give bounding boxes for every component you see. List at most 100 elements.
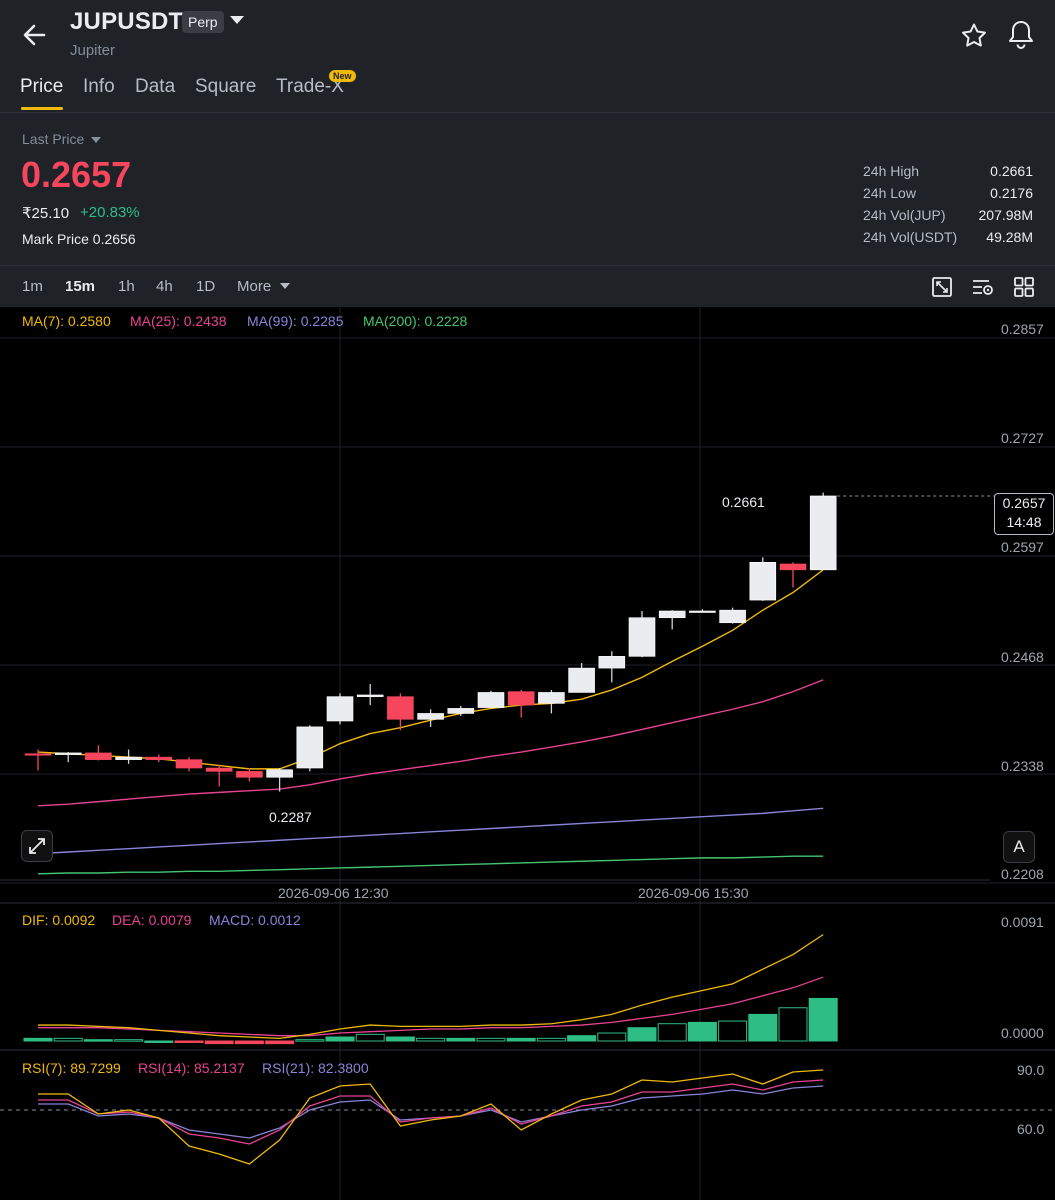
- timeframe-4h[interactable]: 4h: [156, 278, 173, 295]
- timeframe-more[interactable]: More: [237, 278, 272, 295]
- macd-histogram-bar: [295, 1039, 325, 1042]
- dea-value: 0.0079: [148, 912, 192, 928]
- candle: [296, 726, 324, 769]
- ma99-value: 0.2285: [300, 313, 344, 329]
- macd-histogram-bar: [144, 1040, 174, 1043]
- candle: [598, 656, 626, 669]
- macd-histogram-bar: [23, 1037, 53, 1042]
- timeframe-1h[interactable]: 1h: [118, 278, 135, 295]
- ma7-label: MA(7): 0.2580: [22, 313, 111, 329]
- rsi21-name: RSI(21): [262, 1060, 311, 1076]
- stat-label-24h-high: 24h High: [863, 163, 920, 179]
- top-bar: [0, 0, 1055, 112]
- dif-label: DIF: 0.0092: [22, 912, 96, 928]
- macd-histogram-bar: [778, 1007, 808, 1042]
- y-tick: 0.2208: [1001, 866, 1044, 882]
- ma200-label: MA(200): 0.2228: [363, 313, 468, 329]
- stat-value-24h-low: 0.2176: [990, 185, 1033, 201]
- macd-label: MACD: 0.0012: [209, 912, 301, 928]
- macd-histogram-bar: [204, 1040, 234, 1045]
- rsi14-line: [38, 1079, 824, 1145]
- grid-layout-button[interactable]: [1013, 276, 1035, 298]
- y-tick: 0.2857: [1001, 321, 1044, 337]
- candlestick-chart[interactable]: [0, 307, 1055, 1200]
- macd-y-tick: 0.0091: [1001, 914, 1044, 930]
- candle: [356, 694, 384, 697]
- candle: [477, 692, 505, 708]
- tab-info[interactable]: Info: [83, 76, 115, 97]
- candle: [568, 667, 595, 693]
- candle: [175, 759, 203, 769]
- timeframe-1d[interactable]: 1D: [196, 278, 216, 295]
- chevron-down-icon[interactable]: [91, 137, 101, 143]
- ma25-line: [37, 679, 824, 807]
- ma7-value: 0.2580: [67, 313, 111, 329]
- symbol-dropdown-icon[interactable]: [230, 16, 244, 24]
- x-tick: 2026-09-06 12:30: [278, 885, 389, 901]
- back-button[interactable]: [18, 18, 52, 52]
- tab-square[interactable]: Square: [195, 76, 257, 97]
- rsi21-label: RSI(21): 82.3800: [262, 1060, 369, 1076]
- bell-icon: [1009, 21, 1033, 49]
- mark-price-label: Mark Price: [22, 231, 89, 247]
- ma200-value: 0.2228: [424, 313, 468, 329]
- macd-histogram-bar: [808, 997, 838, 1042]
- rsi14-value: 85.2137: [194, 1060, 245, 1076]
- candle: [658, 610, 686, 619]
- stat-value-24h-high: 0.2661: [990, 163, 1033, 179]
- candle: [689, 610, 716, 613]
- rsi21-line: [38, 1085, 824, 1139]
- macd-y-tick: 0.0000: [1001, 1025, 1044, 1041]
- candle: [236, 771, 263, 778]
- candle: [779, 563, 807, 571]
- timeframe-1m[interactable]: 1m: [22, 278, 43, 295]
- timeframe-bar: [0, 266, 1055, 307]
- macd-histogram-bar: [416, 1037, 446, 1042]
- ma99-line: [37, 807, 824, 855]
- candle: [809, 495, 837, 571]
- alert-button[interactable]: [1006, 18, 1036, 52]
- macd-histogram-bar: [265, 1040, 295, 1045]
- rsi14-name: RSI(14): [138, 1060, 187, 1076]
- ma7-line: [37, 569, 824, 770]
- indicator-settings-button[interactable]: [971, 276, 993, 298]
- tab-trade-x[interactable]: Trade-X: [276, 76, 344, 97]
- tab-data[interactable]: Data: [135, 76, 176, 97]
- fullscreen-button[interactable]: [21, 830, 53, 862]
- dea-label: DEA: 0.0079: [112, 912, 192, 928]
- indicator-settings-icon: [973, 280, 993, 295]
- y-tick: 0.2597: [1001, 539, 1044, 555]
- macd-name: MACD: [209, 912, 251, 928]
- rsi7-line: [38, 1069, 824, 1165]
- candle: [749, 561, 777, 601]
- star-icon: [962, 23, 986, 47]
- low-price-marker: 0.2287: [269, 809, 312, 825]
- tab-price[interactable]: Price: [20, 76, 64, 97]
- symbol-title[interactable]: JUPUSDT: [70, 8, 184, 35]
- price-panel: [0, 113, 1055, 265]
- macd-histogram-bar: [536, 1037, 566, 1042]
- macd-histogram-bar: [748, 1013, 778, 1042]
- timeframe-15m[interactable]: 15m: [65, 278, 96, 295]
- asset-name: Jupiter: [70, 42, 116, 59]
- macd-histogram-bar: [385, 1036, 415, 1042]
- chevron-down-icon[interactable]: [280, 283, 290, 289]
- last-price: 0.2657: [21, 154, 132, 195]
- new-badge: New: [329, 70, 356, 82]
- favorite-button[interactable]: [958, 20, 990, 52]
- candle-countdown: 14:48: [1006, 514, 1042, 530]
- auto-scale-button[interactable]: A: [1003, 831, 1035, 863]
- candle: [24, 753, 52, 756]
- dea-name: DEA: [112, 912, 141, 928]
- macd-histogram-bar: [627, 1027, 657, 1042]
- divider: [0, 265, 1055, 266]
- macd-histogram-bar: [718, 1020, 748, 1042]
- current-price-tag[interactable]: 0.2657 14:48: [994, 493, 1054, 535]
- last-price-label[interactable]: Last Price: [22, 131, 85, 147]
- ma99-name: MA(99): [247, 313, 293, 329]
- macd-histogram-bar: [83, 1039, 113, 1042]
- rsi-y-tick: 60.0: [1017, 1121, 1045, 1137]
- grid-layout-icon: [1014, 277, 1034, 297]
- ma200-line: [37, 855, 824, 875]
- chart-type-button[interactable]: [931, 276, 953, 298]
